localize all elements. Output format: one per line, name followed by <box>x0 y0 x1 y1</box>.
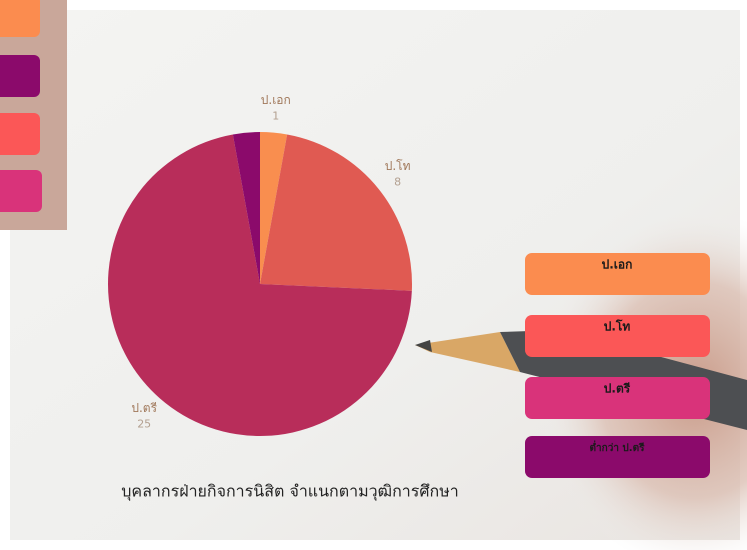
legend-button[interactable] <box>525 377 710 419</box>
side-button <box>0 0 40 37</box>
chart-title: บุคลากรฝ่ายกิจการนิสิต จำแนกตามวุฒิการศึ… <box>121 482 458 502</box>
side-button <box>0 113 40 155</box>
pie-slice <box>260 132 288 284</box>
legend-label[interactable]: ต่ำกว่า ป.ตรี <box>590 440 646 454</box>
legend-label[interactable]: ป.โท <box>604 319 631 334</box>
legend-label[interactable]: ป.เอก <box>602 258 633 272</box>
slice-label: ป.ตรี <box>131 401 157 415</box>
slice-label: ป.เอก <box>261 93 291 107</box>
pencil-wood <box>415 332 520 372</box>
pie-chart: ป.เอก 1 ป.โท 8 ป.ตรี 25 <box>108 93 412 437</box>
pie-slice <box>232 132 260 284</box>
pie-slice <box>108 134 412 437</box>
legend-button[interactable] <box>525 315 710 357</box>
slice-label: ป.โท <box>385 159 411 173</box>
legend-button[interactable] <box>525 436 710 478</box>
side-button <box>0 55 40 97</box>
legend-label[interactable]: ป.ตรี <box>604 382 631 396</box>
slice-value: 8 <box>394 175 401 188</box>
legend-button[interactable] <box>525 253 710 295</box>
slice-value: 25 <box>137 418 151 431</box>
side-button <box>0 170 42 212</box>
pencil-tip <box>415 340 432 352</box>
pie-slice <box>260 134 412 291</box>
slice-value: 1 <box>272 110 279 123</box>
